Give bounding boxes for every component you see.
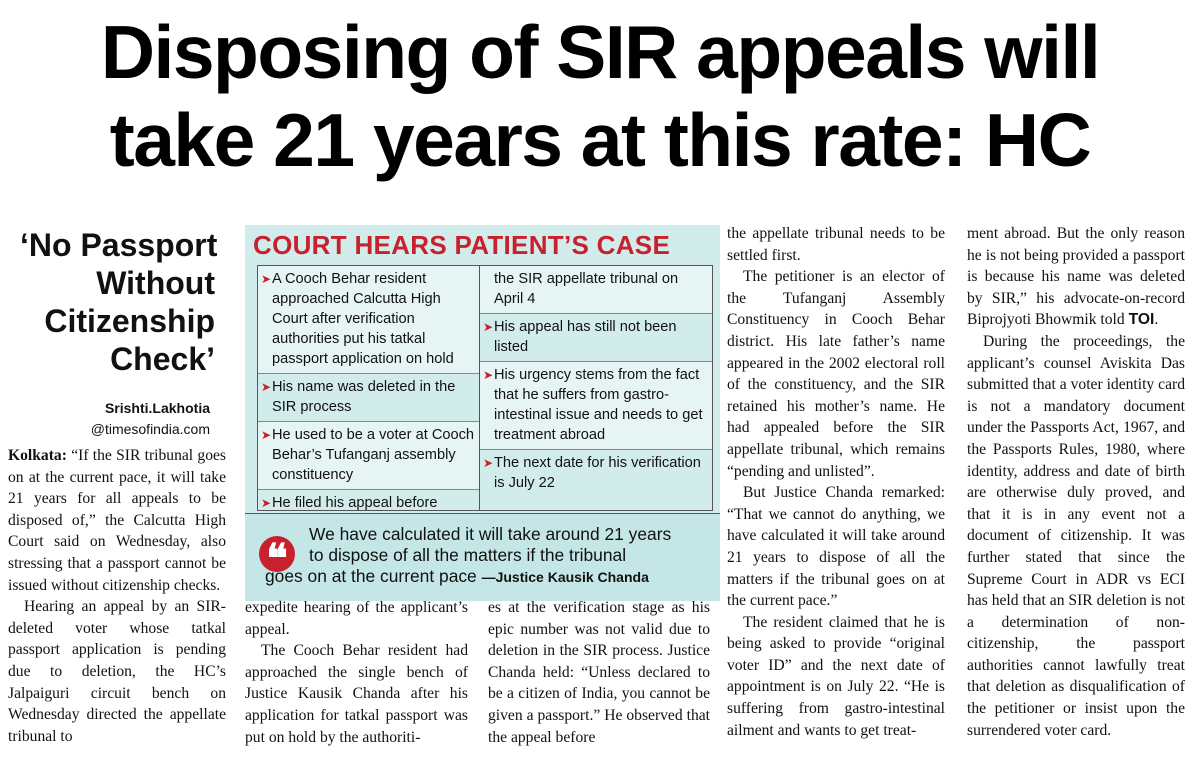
- article-paragraph: ment abroad. But the only reason he is n…: [967, 223, 1185, 331]
- quote-line-2: to dispose of all the matters if the tri…: [309, 545, 627, 565]
- fact-item: ➤ He filed his appeal before: [258, 490, 480, 517]
- bullet-arrow-icon: ➤: [261, 428, 272, 442]
- blurb-line-4: Check’: [110, 341, 215, 377]
- article-text: “If the SIR tribunal goes on at the curr…: [8, 447, 226, 594]
- pull-blurb: ‘No Passport Without Citizenship Check’: [20, 226, 218, 378]
- bullet-arrow-icon: ➤: [483, 320, 494, 334]
- fact-text: His urgency stems from the fact that he …: [494, 367, 703, 443]
- article-paragraph: During the proceedings, the applicant’s …: [967, 332, 1185, 739]
- fact-text: His name was deleted in the SIR process: [272, 379, 456, 415]
- factbox-left-list: ➤ A Cooch Behar resident approached Calcu…: [257, 265, 480, 511]
- article-paragraph: the appellate tribunal needs to be settl…: [727, 225, 945, 264]
- byline-handle: @timesofindia.com: [90, 421, 210, 437]
- quote-panel: ❝ We have calculated it will take around…: [245, 513, 720, 601]
- quote-attribution: —Justice Kausik Chanda: [481, 569, 649, 585]
- article-column-4: the appellate tribunal needs to be settl…: [727, 223, 945, 741]
- byline: Srishti.Lakhotia @timesofindia.com: [91, 398, 210, 440]
- bullet-arrow-icon: ➤: [483, 456, 494, 470]
- article-column-5: ment abroad. But the only reason he is n…: [967, 223, 1185, 741]
- quote-line-3-text: goes on at the current pace: [265, 566, 477, 586]
- fact-item: ➤ He used to be a voter at Cooch Behar’s …: [258, 422, 480, 490]
- article-paragraph: The petitioner is an elector of the Tufa…: [727, 268, 945, 480]
- fact-text: His appeal has still not been listed: [494, 319, 677, 355]
- bullet-arrow-icon: ➤: [261, 496, 272, 510]
- fact-item: ➤ His name was deleted in the SIR process: [258, 374, 480, 422]
- article-paragraph: es at the verification stage as his epic…: [488, 599, 710, 746]
- headline-line-2: take 21 years at this rate: HC: [109, 98, 1092, 182]
- fact-text: He filed his appeal before: [272, 495, 438, 511]
- blurb-line-1: ‘No Passport: [20, 227, 218, 263]
- quote-mark-icon: ❝: [259, 536, 295, 581]
- article-paragraph: Kolkata: “If the SIR tribunal goes on at…: [8, 445, 226, 596]
- article-paragraph: The resident claimed that he is being as…: [727, 613, 945, 739]
- quote-line-3: goes on at the current pace —Justice Kau…: [265, 566, 715, 588]
- byline-author: Srishti.Lakhotia: [104, 400, 210, 416]
- article-paragraph: Hearing an appeal by an SIR-deleted vote…: [8, 598, 226, 745]
- fact-text: He used to be a voter at Cooch Behar’s T…: [272, 427, 475, 483]
- article-paragraph: expedite hearing of the applicant’s appe…: [245, 599, 468, 638]
- article-paragraph: But Justice Chanda remarked: “That we ca…: [727, 484, 945, 610]
- headline: Disposing of SIR appeals will take 21 ye…: [0, 8, 1200, 184]
- blurb-line-3: Citizenship: [44, 303, 215, 339]
- article-text-end: .: [1154, 311, 1159, 329]
- fact-text: A Cooch Behar resident approached Calcut…: [272, 271, 454, 367]
- blurb-line-2: Without: [96, 265, 215, 301]
- fact-item: ➤ The next date for his verification is J…: [480, 450, 712, 497]
- article-paragraph: The Cooch Behar resident had approached …: [245, 642, 468, 746]
- toi-mention: TOI: [1128, 311, 1155, 329]
- fact-item: ➤ His appeal has still not been listed: [480, 314, 712, 362]
- factbox-title: COURT HEARS PATIENT’S CASE: [253, 230, 671, 260]
- bullet-arrow-icon: ➤: [261, 380, 272, 394]
- quote-line-1: We have calculated it will take around 2…: [309, 524, 672, 544]
- article-text: ment abroad. But the only reason he is n…: [967, 225, 1185, 329]
- factbox: COURT HEARS PATIENT’S CASE ➤ A Cooch Beha…: [245, 225, 720, 601]
- headline-line-1: Disposing of SIR appeals will: [100, 10, 1101, 94]
- bullet-arrow-icon: ➤: [261, 272, 272, 286]
- fact-item: ➤ His urgency stems from the fact that he…: [480, 362, 712, 450]
- factbox-right-list: the SIR appellate tribunal on April 4 ➤ H…: [479, 265, 713, 511]
- fact-item-continued: the SIR appellate tribunal on April 4: [480, 266, 712, 314]
- fact-item: ➤ A Cooch Behar resident approached Calcu…: [258, 266, 480, 374]
- article-column-2: expedite hearing of the applicant’s appe…: [245, 597, 468, 748]
- pull-quote: We have calculated it will take around 2…: [265, 524, 715, 588]
- dateline: Kolkata:: [8, 447, 67, 464]
- article-column-3: es at the verification stage as his epic…: [488, 597, 710, 748]
- bullet-arrow-icon: ➤: [483, 368, 494, 382]
- article-column-1: Kolkata: “If the SIR tribunal goes on at…: [8, 445, 226, 747]
- fact-text: The next date for his verification is Ju…: [494, 455, 701, 491]
